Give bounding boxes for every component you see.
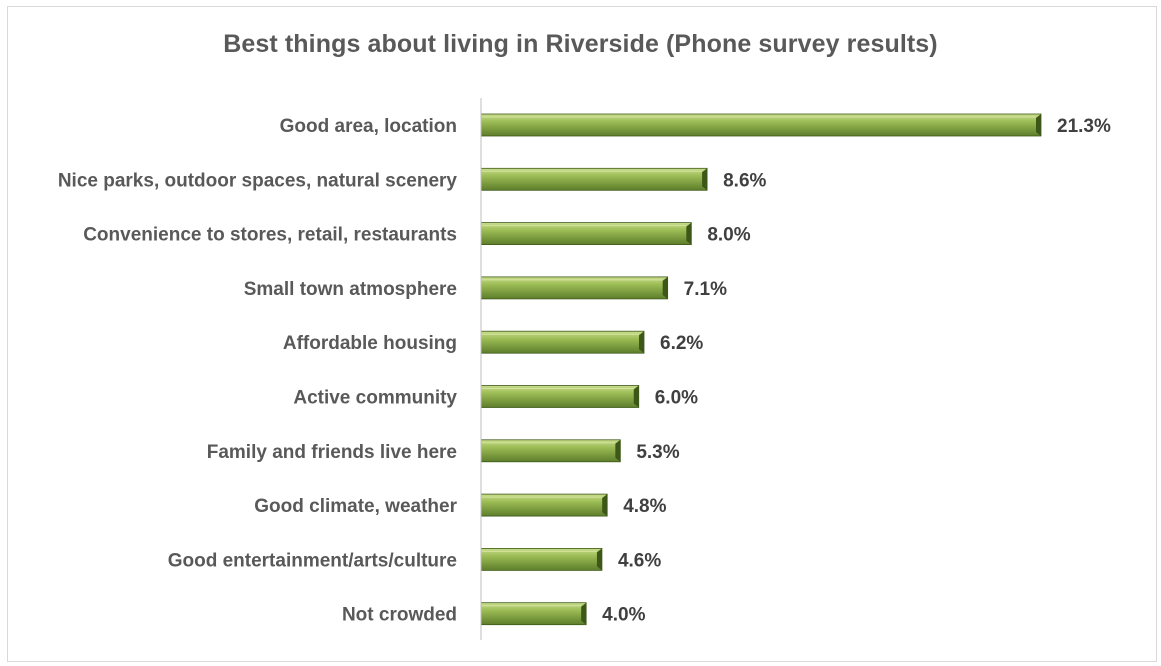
bar-end-bevel [615,439,621,462]
value-label: 21.3% [1057,116,1111,137]
bar-end-bevel [662,276,668,299]
category-label: Active community [293,388,457,409]
bars-group: Good area, location 21.3% Nice parks, outd… [58,113,1111,626]
bar-end-bevel [1036,114,1041,136]
value-label: 4.8% [623,496,666,517]
category-label: Family and friends live here [207,442,457,463]
value-label: 4.6% [618,550,661,571]
value-label: 6.2% [660,333,703,354]
category-label: Nice parks, outdoor spaces, natural scen… [58,170,458,191]
category-label: Good area, location [280,116,457,137]
bar-end-bevel [639,331,645,354]
value-label: 6.0% [655,388,698,409]
bar-end-bevel [633,385,639,408]
value-label: 7.1% [684,279,727,300]
category-label: Convenience to stores, retail, restauran… [83,225,457,246]
chart-title: Best things about living in Riverside (P… [223,30,938,58]
bar-end-bevel [596,548,602,571]
value-label: 4.0% [602,605,645,626]
value-label: 8.6% [723,170,766,191]
category-label: Good entertainment/arts/culture [168,550,457,571]
bar-end-bevel [702,168,708,191]
category-label: Affordable housing [283,333,457,354]
bar-end-bevel [602,494,608,517]
value-label: 5.3% [636,442,679,463]
bar-end-bevel [581,602,587,625]
value-label: 8.0% [707,225,750,246]
category-label: Not crowded [342,605,457,626]
category-label: Small town atmosphere [244,279,457,300]
bar-end-bevel [686,222,692,245]
category-label: Good climate, weather [254,496,457,517]
